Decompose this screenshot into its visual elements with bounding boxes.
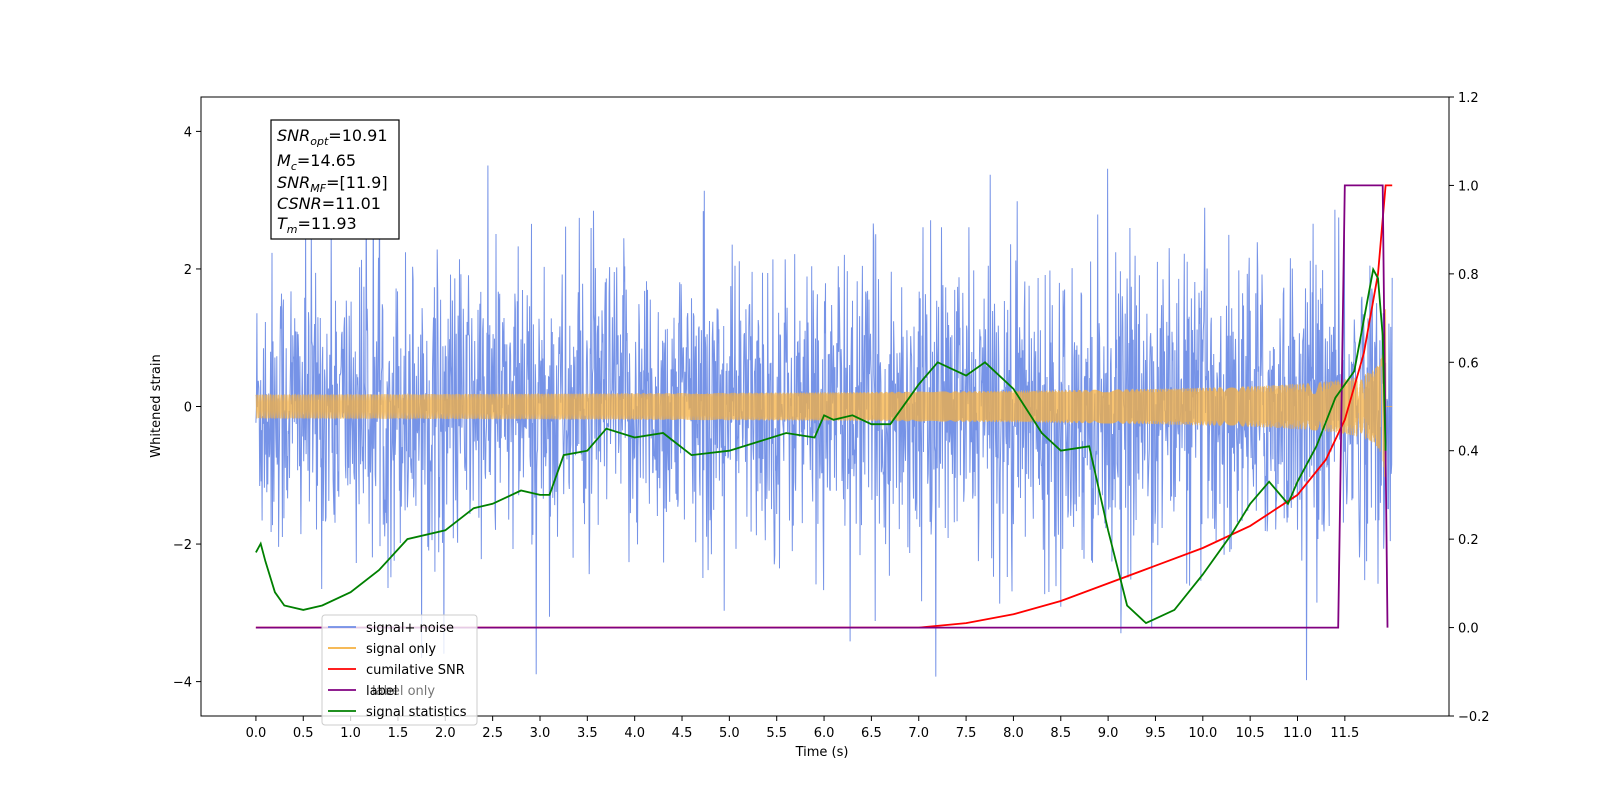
x-tick-label: 5.0 bbox=[719, 726, 740, 741]
y-tick-label: 0 bbox=[184, 401, 192, 416]
legend-label-label: label bbox=[366, 684, 397, 699]
x-tick-label: 10.5 bbox=[1236, 726, 1265, 741]
legend-label-signal-only: signal only bbox=[366, 642, 436, 657]
x-tick-label: 8.0 bbox=[1003, 726, 1024, 741]
x-tick-label: 6.0 bbox=[814, 726, 835, 741]
snr-opt-annotation: SNRopt=10.91 bbox=[277, 126, 388, 148]
legend-label-signal-noise: signal+ noise bbox=[366, 621, 454, 636]
y-tick-label: 2 bbox=[184, 263, 192, 278]
x-tick-label: 2.5 bbox=[482, 726, 503, 741]
x-axis: 0.0 0.5 1.0 1.5 2.0 2.5 3.0 3.5 4.0 4.5 5.0 5.5 6.0 6… bbox=[246, 716, 1359, 741]
series-cumilative-snr bbox=[255, 184, 1393, 629]
x-tick-label: 3.0 bbox=[530, 726, 551, 741]
x-tick-label: 9.5 bbox=[1145, 726, 1166, 741]
x-tick-label: 4.5 bbox=[672, 726, 693, 741]
series-label bbox=[255, 184, 1389, 629]
series-signal-statistics bbox=[255, 266, 1387, 625]
csnr-annotation: CSNR=11.01 bbox=[277, 194, 381, 213]
tm-annotation: Tm=11.93 bbox=[277, 214, 357, 236]
y-tick-label: −4 bbox=[173, 676, 192, 691]
y-right-tick-label: 0.2 bbox=[1458, 533, 1479, 548]
x-tick-label: 2.0 bbox=[435, 726, 456, 741]
x-tick-label: 6.5 bbox=[861, 726, 882, 741]
stats-annotation-box: SNRopt=10.91 Mc=14.65 SNRMF=[11.9] CSNR=… bbox=[270, 119, 400, 240]
legend-label-cumilative-snr: cumilative SNR bbox=[366, 663, 465, 678]
series-signal-only bbox=[255, 309, 1393, 477]
y-right-tick-label: −0.2 bbox=[1458, 710, 1490, 725]
x-tick-label: 10.0 bbox=[1188, 726, 1217, 741]
snr-mf-annotation: SNRMF=[11.9] bbox=[277, 173, 388, 195]
y-tick-label: 4 bbox=[184, 125, 192, 140]
x-tick-label: 5.5 bbox=[766, 726, 787, 741]
x-tick-label: 1.0 bbox=[340, 726, 361, 741]
x-tick-label: 9.0 bbox=[1098, 726, 1119, 741]
x-tick-label: 1.5 bbox=[388, 726, 409, 741]
mc-annotation: Mc=14.65 bbox=[277, 151, 356, 173]
y-axis-right: −0.2 0.0 0.2 0.4 0.6 0.8 1.0 1.2 bbox=[1449, 91, 1490, 725]
y-right-tick-label: 0.0 bbox=[1458, 622, 1479, 637]
y-axis-label: Whitened strain bbox=[149, 354, 164, 457]
y-right-tick-label: 1.0 bbox=[1458, 179, 1479, 194]
x-tick-label: 11.5 bbox=[1330, 726, 1359, 741]
x-axis-label: Time (s) bbox=[795, 745, 849, 760]
x-tick-label: 3.5 bbox=[577, 726, 598, 741]
x-tick-label: 11.0 bbox=[1283, 726, 1312, 741]
y-axis-left: −4 −2 0 2 4 bbox=[173, 125, 201, 691]
y-right-tick-label: 0.8 bbox=[1458, 268, 1479, 283]
legend: signal+ noise signal only cumilative SNR si… bbox=[321, 614, 478, 726]
y-right-tick-label: 1.2 bbox=[1458, 91, 1479, 106]
legend-label-label-only: label only bbox=[372, 684, 435, 699]
x-tick-label: 4.0 bbox=[624, 726, 645, 741]
x-tick-label: 8.5 bbox=[1050, 726, 1071, 741]
y-tick-label: −2 bbox=[173, 538, 192, 553]
x-tick-label: 7.0 bbox=[908, 726, 929, 741]
y-right-tick-label: 0.6 bbox=[1458, 356, 1479, 371]
legend-label-signal-statistics: signal statistics bbox=[366, 705, 467, 720]
x-tick-label: 0.5 bbox=[293, 726, 314, 741]
x-tick-label: 7.5 bbox=[956, 726, 977, 741]
y-right-tick-label: 0.4 bbox=[1458, 445, 1479, 460]
plot-area bbox=[255, 127, 1393, 681]
x-tick-label: 0.0 bbox=[246, 726, 267, 741]
